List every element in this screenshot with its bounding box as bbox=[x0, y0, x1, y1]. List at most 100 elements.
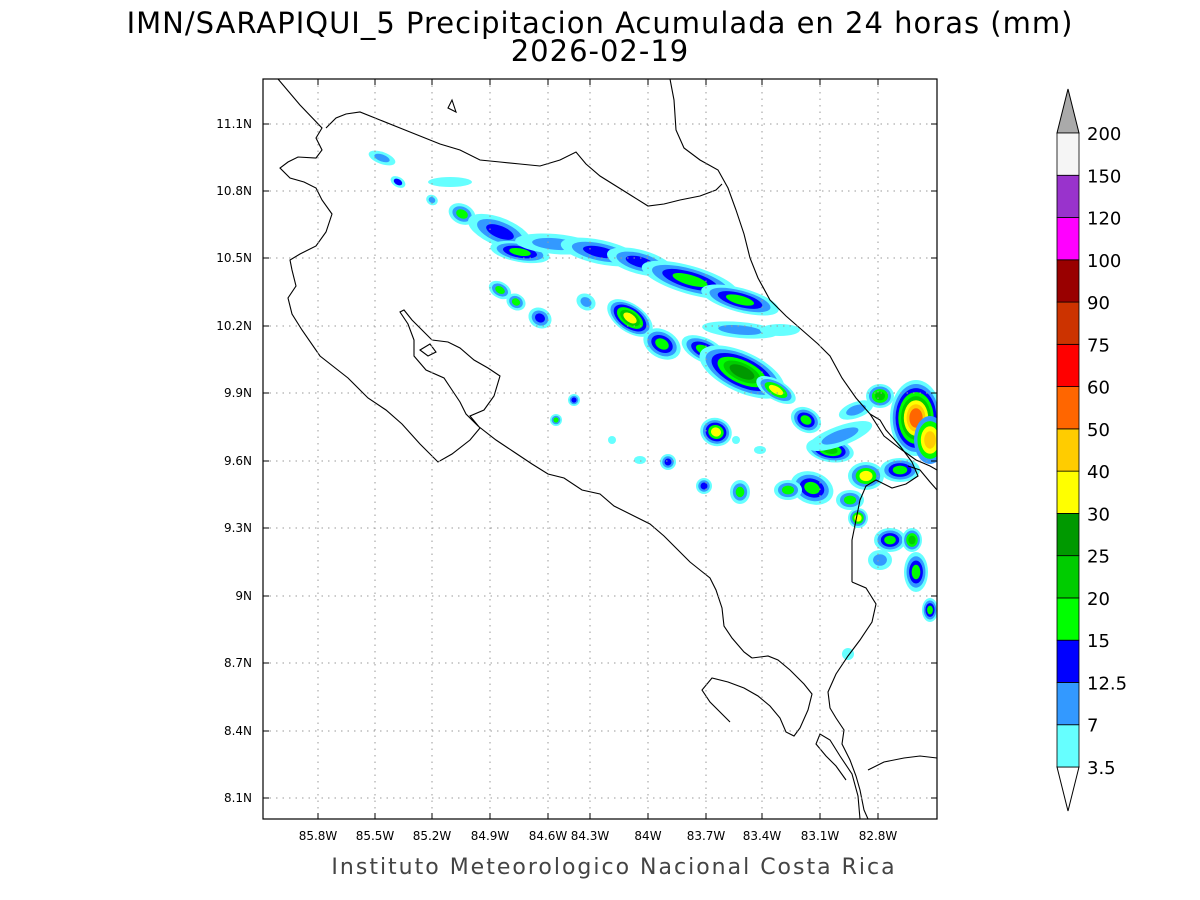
precip-cell bbox=[842, 648, 854, 660]
lon-tick-label: 84W bbox=[634, 829, 661, 843]
precipitation-field bbox=[368, 150, 937, 660]
precip-cell bbox=[843, 495, 857, 505]
precip-cell bbox=[927, 605, 933, 615]
precip-cell bbox=[571, 397, 577, 403]
lon-tick-label: 84.3W bbox=[571, 829, 610, 843]
precip-cell bbox=[846, 404, 866, 416]
lat-tick-label: 10.5N bbox=[216, 251, 252, 265]
precip-cell bbox=[800, 415, 812, 425]
precip-cell bbox=[655, 338, 669, 350]
lon-tick-label: 84.6W bbox=[529, 829, 568, 843]
precip-cell bbox=[710, 427, 722, 437]
precip-cell bbox=[892, 465, 908, 475]
lon-tick-label: 83.1W bbox=[801, 829, 840, 843]
colorbar-segment bbox=[1056, 470, 1080, 514]
colorbar-label: 200 bbox=[1087, 124, 1121, 145]
coastline-golfito bbox=[827, 581, 877, 819]
lon-tick-label: 83.7W bbox=[687, 829, 726, 843]
island-nicoya bbox=[419, 343, 437, 357]
precip-cell bbox=[735, 486, 745, 498]
colorbar-label: 120 bbox=[1087, 209, 1121, 230]
colorbar: 3.5 7 12.5 15 20 25 30 40 50 60 75 90 100 120 150 200 bbox=[1056, 88, 1127, 812]
coastline-extra bbox=[907, 465, 937, 491]
lon-tick-label: 82.8W bbox=[859, 829, 898, 843]
colorbar-label: 50 bbox=[1087, 420, 1110, 441]
title-line-2: 2026-02-19 bbox=[510, 34, 690, 68]
colorbar-segment bbox=[1056, 386, 1080, 430]
precip-cell bbox=[725, 294, 755, 306]
lat-tick-label: 9.3N bbox=[224, 521, 252, 535]
footer-credit: Instituto Meteorologico Nacional Costa R… bbox=[331, 855, 897, 880]
lat-tick-label: 11.1N bbox=[216, 117, 252, 131]
colorbar-segment bbox=[1056, 682, 1080, 726]
colorbar-label: 30 bbox=[1087, 504, 1110, 525]
lon-tick-label: 85.8W bbox=[299, 829, 338, 843]
precip-cell bbox=[908, 535, 916, 545]
precip-cell bbox=[760, 324, 800, 336]
precip-cell bbox=[608, 436, 616, 444]
axis-ticks bbox=[263, 79, 937, 819]
colorbar-label: 40 bbox=[1087, 462, 1110, 483]
colorbar-label: 3.5 bbox=[1087, 758, 1116, 779]
colorbar-segment bbox=[1056, 639, 1080, 683]
precip-cell bbox=[511, 298, 521, 306]
colorbar-segment bbox=[1056, 513, 1080, 557]
lat-tick-label: 9.9N bbox=[224, 386, 252, 400]
precip-cell bbox=[768, 384, 784, 396]
colorbar-segment bbox=[1056, 428, 1080, 472]
precip-cell bbox=[804, 481, 820, 495]
colorbar-label: 100 bbox=[1087, 251, 1121, 272]
colorbar-label: 12.5 bbox=[1087, 673, 1127, 694]
lat-tick-label: 8.7N bbox=[224, 656, 252, 670]
colorbar-label: 150 bbox=[1087, 166, 1121, 187]
colorbar-segment bbox=[1056, 343, 1080, 388]
island-north bbox=[447, 98, 457, 114]
border-nicaragua bbox=[325, 111, 723, 207]
precip-cell bbox=[732, 436, 740, 444]
precip-cell bbox=[884, 535, 896, 545]
precip-cell bbox=[729, 364, 755, 380]
colorbar-label: 7 bbox=[1087, 716, 1098, 737]
precip-cell bbox=[821, 427, 859, 445]
precip-cell bbox=[874, 391, 886, 401]
precip-cell bbox=[428, 177, 472, 187]
coastline-borders bbox=[277, 79, 937, 819]
colorbar-segment bbox=[1056, 259, 1080, 303]
colorbar-label: 25 bbox=[1087, 547, 1110, 568]
precip-cell bbox=[374, 153, 390, 163]
precip-cell bbox=[428, 196, 436, 204]
precip-cell bbox=[580, 297, 592, 307]
precip-cell bbox=[486, 224, 514, 240]
plot-frame bbox=[262, 78, 938, 820]
lat-tick-label: 8.1N bbox=[224, 791, 252, 805]
lon-tick-label: 84.9W bbox=[471, 829, 510, 843]
precip-cell bbox=[456, 209, 468, 219]
precip-cell bbox=[553, 417, 559, 423]
lat-tick-label: 9N bbox=[235, 589, 252, 603]
precip-cell bbox=[700, 482, 708, 490]
longitude-labels: 85.8W 85.5W 85.2W 84.9W 84.6W 84.3W 84W 83.7W 83… bbox=[299, 829, 898, 843]
precip-cell bbox=[509, 247, 531, 257]
precip-cell bbox=[911, 564, 921, 580]
precip-cell bbox=[718, 325, 762, 335]
precip-cell bbox=[754, 446, 766, 454]
lon-tick-label: 85.2W bbox=[413, 829, 452, 843]
precip-cell bbox=[634, 456, 646, 464]
colorbar-label: 60 bbox=[1087, 378, 1110, 399]
colorbar-under-arrow bbox=[1056, 766, 1080, 812]
precip-cell bbox=[623, 312, 637, 324]
precip-cell bbox=[535, 313, 545, 323]
border-panama bbox=[851, 413, 919, 582]
colorbar-label: 15 bbox=[1087, 631, 1110, 652]
lat-tick-label: 10.2N bbox=[216, 319, 252, 333]
colorbar-segment bbox=[1056, 555, 1080, 599]
colorbar-label: 90 bbox=[1087, 293, 1110, 314]
precip-cell bbox=[664, 458, 672, 466]
latitude-labels: 11.1N 10.8N 10.5N 10.2N 9.9N 9.6N 9.3N 9N 8.7N 8.… bbox=[216, 117, 252, 805]
coastline-panama-south bbox=[867, 755, 937, 771]
lat-tick-label: 8.4N bbox=[224, 724, 252, 738]
coastline-burica bbox=[815, 733, 861, 819]
precip-cell bbox=[873, 554, 887, 566]
colorbar-over-arrow bbox=[1056, 88, 1080, 134]
precip-cell bbox=[924, 431, 936, 449]
